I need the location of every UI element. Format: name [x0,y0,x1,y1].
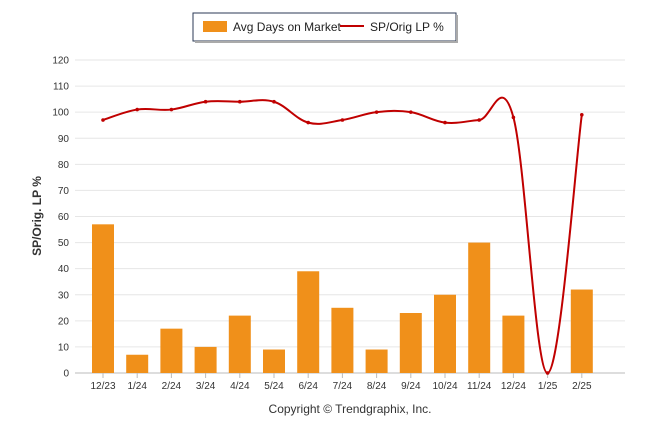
line-points [101,99,584,375]
y-tick-label: 0 [63,369,69,380]
line-point-3-24 [203,99,208,104]
x-tick-label: 4/24 [230,381,250,392]
y-tick-label: 90 [58,134,70,145]
bar-11-24 [468,242,491,373]
line-point-1-24 [135,107,139,112]
bar-9-24 [399,313,422,373]
y-axis-title: SP/Orig. LP % [30,176,44,256]
legend-bar-swatch [203,21,227,32]
line-point-5-24 [272,99,276,104]
legend-label-sp-orig-lp: SP/Orig LP % [370,20,444,34]
y-tick-label: 60 [58,212,70,223]
bar-series-avg-days [92,224,593,373]
y-tick-label: 80 [58,160,70,171]
line-point-1-25 [545,371,550,375]
x-tick-label: 10/24 [432,381,457,392]
bar-8-24 [365,349,388,373]
bar-10-24 [434,294,456,373]
x-tick-label: 1/25 [538,381,558,392]
y-axis-ticks: 0 10 20 30 40 50 60 70 80 90 100 110 120 [52,56,69,380]
x-tick-label: 12/24 [501,381,526,392]
legend-label-avg-days: Avg Days on Market [233,20,341,34]
line-point-11-24 [477,118,482,122]
bar-2-24 [160,328,183,373]
x-axis-ticks: 12/23 1/24 2/24 3/24 4/24 5/24 6/24 7/24 8/24 9/2… [90,373,592,392]
x-tick-label: 7/24 [333,381,353,392]
line-point-2-25 [580,112,584,117]
x-tick-label: 2/25 [572,381,592,392]
bar-2-25 [570,289,593,373]
bar-3-24 [194,346,217,373]
x-tick-label: 12/23 [90,381,115,392]
legend-box-shadow-bottom [195,41,458,43]
x-tick-label: 8/24 [367,381,387,392]
y-tick-label: 30 [58,290,70,301]
line-point-10-24 [443,120,447,125]
x-tick-label: 6/24 [298,381,318,392]
legend-box [192,12,457,42]
y-tick-label: 40 [58,264,70,275]
line-point-2-24 [169,107,174,112]
line-point-12-23 [101,118,105,122]
bar-12-23 [92,224,114,373]
y-tick-label: 50 [58,238,70,249]
bar-1-24 [126,354,149,373]
legend: Avg Days on Market SP/Orig LP % [192,12,458,43]
line-point-8-24 [374,110,379,114]
legend-box-shadow [456,15,458,43]
bar-12-24 [502,315,525,373]
x-tick-label: 2/24 [162,381,182,392]
y-tick-label: 100 [52,108,69,119]
line-point-4-24 [238,99,242,104]
y-tick-label: 10 [58,342,70,353]
line-point-9-24 [409,110,413,114]
line-point-12-24 [511,115,516,120]
line-point-7-24 [340,118,345,122]
bar-6-24 [297,271,320,373]
bar-5-24 [263,349,285,373]
y-tick-label: 120 [52,56,69,67]
y-tick-label: 70 [58,186,70,197]
bar-7-24 [331,307,354,373]
x-tick-label: 3/24 [196,381,216,392]
line-point-6-24 [306,120,311,125]
bar-4-24 [228,315,251,373]
copyright-credit: Copyright © Trendgraphix, Inc. [269,402,432,416]
x-tick-label: 9/24 [401,381,421,392]
y-tick-label: 20 [58,316,70,327]
x-tick-label: 11/24 [467,381,492,392]
y-tick-label: 110 [53,82,69,93]
x-tick-label: 5/24 [264,381,284,392]
x-tick-label: 1/24 [127,381,147,392]
